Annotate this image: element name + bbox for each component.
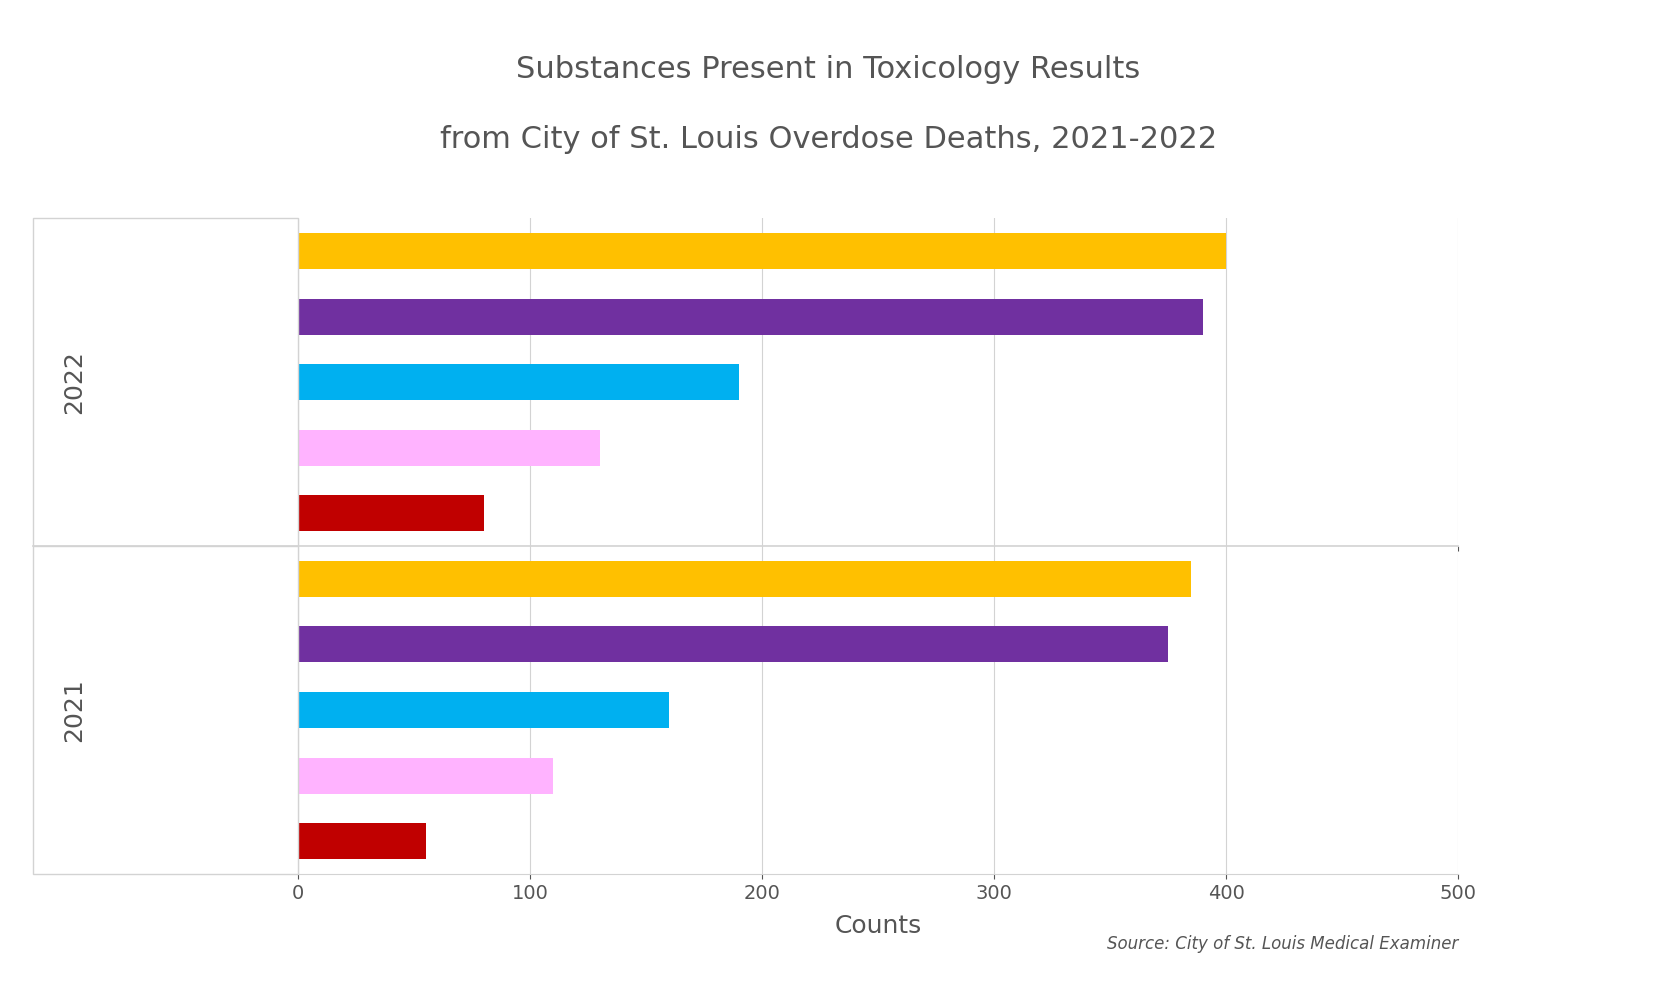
Bar (298, 758, 553, 793)
X-axis label: Counts: Counts (835, 914, 921, 937)
Bar (298, 627, 1168, 662)
Text: 2022: 2022 (63, 351, 86, 414)
Text: Substances Present in Toxicology Results: Substances Present in Toxicology Results (517, 55, 1140, 84)
Bar (298, 233, 1226, 269)
Text: from City of St. Louis Overdose Deaths, 2021-2022: from City of St. Louis Overdose Deaths, … (441, 124, 1216, 154)
Bar (298, 364, 739, 400)
Bar (298, 299, 1203, 335)
Bar (298, 430, 600, 466)
Bar (298, 561, 1191, 597)
Bar (298, 496, 484, 531)
Text: Source: City of St. Louis Medical Examiner: Source: City of St. Louis Medical Examin… (1107, 935, 1458, 953)
Bar (298, 823, 426, 859)
Bar (298, 692, 669, 728)
Text: 2021: 2021 (63, 678, 86, 742)
